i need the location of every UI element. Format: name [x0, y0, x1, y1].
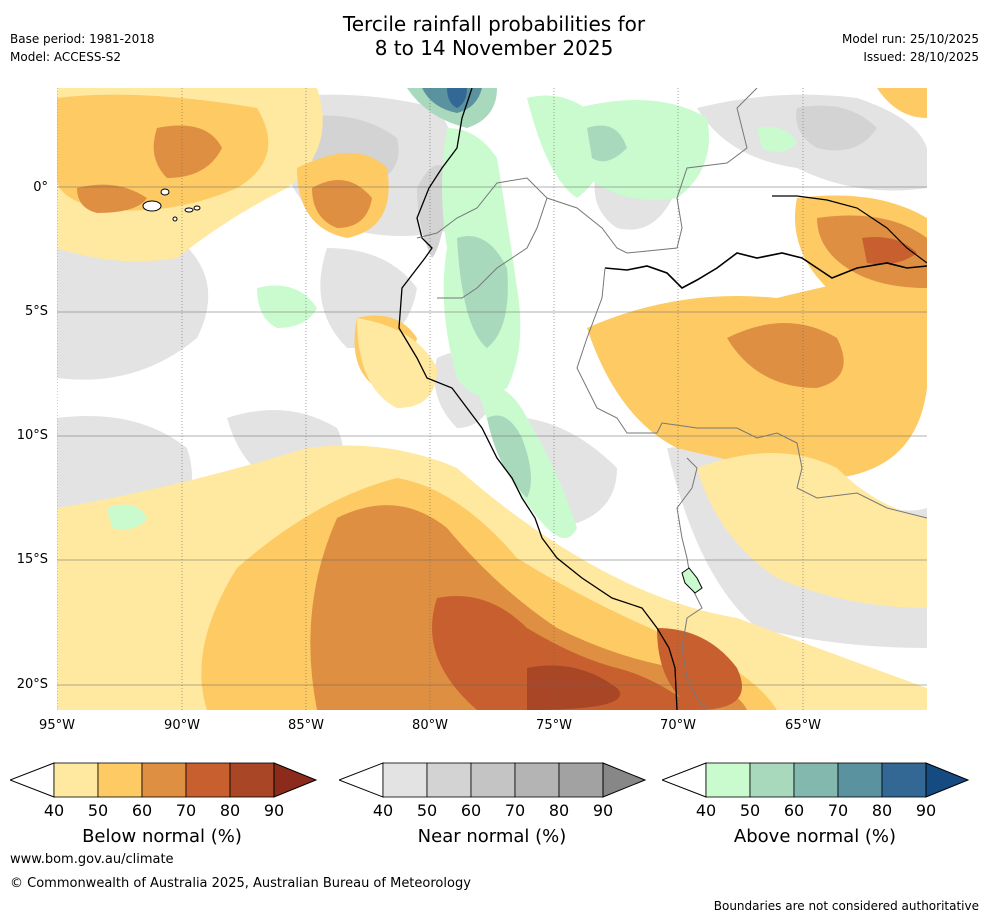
meta-right: Model run: 25/10/2025 Issued: 28/10/2025 — [842, 30, 979, 66]
above-tick-40: 40 — [695, 801, 717, 820]
lon-tick-70w: 70°W — [660, 718, 696, 733]
lat-tick-20s: 20°S — [16, 677, 48, 692]
below-tick-60: 60 — [131, 801, 153, 820]
below-normal-regions — [57, 88, 927, 710]
below-tick-90: 90 — [263, 801, 285, 820]
lon-tick-65w: 65°W — [785, 718, 821, 733]
lat-tick-5s: 5°S — [24, 304, 48, 319]
near-normal-colorbar — [339, 762, 647, 798]
near-tick-80: 80 — [548, 801, 570, 820]
below-normal-label: Below normal (%) — [82, 826, 242, 847]
above-normal-regions — [107, 88, 797, 538]
lat-tick-15s: 15°S — [16, 552, 48, 567]
above-tick-70: 70 — [827, 801, 849, 820]
copyright: © Commonwealth of Australia 2025, Austra… — [10, 876, 471, 891]
near-tick-40: 40 — [372, 801, 394, 820]
disclaimer: Boundaries are not considered authoritat… — [713, 899, 979, 913]
lon-tick-85w: 85°W — [288, 718, 324, 733]
below-tick-50: 50 — [87, 801, 109, 820]
galapagos-islands — [142, 188, 201, 222]
lon-tick-90w: 90°W — [164, 718, 200, 733]
website-link[interactable]: www.bom.gov.au/climate — [10, 852, 174, 867]
map-title: Tercile rainfall probabilities for 8 to … — [0, 12, 988, 60]
near-tick-60: 60 — [460, 801, 482, 820]
below-tick-70: 70 — [175, 801, 197, 820]
lat-tick-10s: 10°S — [16, 428, 48, 443]
above-normal-colorbar — [662, 762, 970, 798]
above-tick-50: 50 — [739, 801, 761, 820]
issued-date: Issued: 28/10/2025 — [863, 50, 979, 64]
river-upper — [772, 195, 927, 264]
near-tick-90: 90 — [592, 801, 614, 820]
country-borders — [416, 88, 927, 710]
lon-tick-95w: 95°W — [39, 718, 75, 733]
above-tick-80: 80 — [871, 801, 893, 820]
title-line-1: Tercile rainfall probabilities for — [342, 12, 646, 36]
below-tick-40: 40 — [43, 801, 65, 820]
near-normal-label: Near normal (%) — [417, 826, 567, 847]
above-normal-label: Above normal (%) — [733, 826, 897, 847]
rainfall-probability-map — [57, 88, 927, 710]
model-run: Model run: 25/10/2025 — [841, 32, 979, 46]
lat-tick-0: 0° — [33, 180, 48, 195]
model-name: Model: ACCESS-S2 — [10, 50, 122, 64]
amazon-river — [604, 252, 927, 289]
above-tick-90: 90 — [915, 801, 937, 820]
lake-titicaca — [681, 567, 703, 594]
near-tick-50: 50 — [416, 801, 438, 820]
below-normal-colorbar — [10, 762, 318, 798]
lon-tick-75w: 75°W — [536, 718, 572, 733]
meta-left: Base period: 1981-2018 Model: ACCESS-S2 — [10, 30, 155, 66]
coastline — [398, 88, 678, 710]
below-tick-80: 80 — [219, 801, 241, 820]
base-period: Base period: 1981-2018 — [10, 32, 155, 46]
title-line-2: 8 to 14 November 2025 — [374, 36, 614, 60]
above-tick-60: 60 — [783, 801, 805, 820]
lon-tick-80w: 80°W — [412, 718, 448, 733]
near-tick-70: 70 — [504, 801, 526, 820]
